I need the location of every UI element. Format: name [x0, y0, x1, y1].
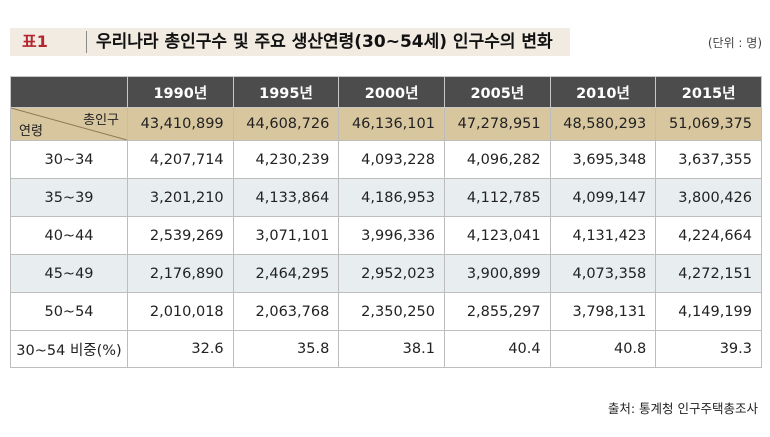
header-year: 1990년: [127, 76, 234, 108]
total-cell: 51,069,375: [655, 107, 762, 141]
ratio-cell: 40.4: [443, 330, 551, 368]
table-cell: 3,900,899: [443, 254, 551, 293]
ratio-cell: 39.3: [655, 330, 762, 368]
table-cell: 4,149,199: [655, 292, 762, 331]
table-cell: 3,071,101: [232, 216, 340, 255]
population-table: 1990년 1995년 2000년 2005년 2010년 2015년 총인구 …: [10, 76, 762, 368]
source-note: 출처: 통계청 인구주택총조사: [607, 401, 758, 416]
table-cell: 4,224,664: [655, 216, 762, 255]
table-cell: 4,207,714: [127, 140, 234, 179]
table-cell: 3,637,355: [655, 140, 762, 179]
header-row: 1990년 1995년 2000년 2005년 2010년 2015년: [10, 76, 762, 108]
title-background: [10, 28, 570, 56]
table-cell: 4,131,423: [549, 216, 657, 255]
age-group-label: 30~34: [10, 140, 128, 179]
table-cell: 2,855,297: [443, 292, 551, 331]
corner-label-age: 연령: [19, 124, 43, 139]
table-cell: 4,073,358: [549, 254, 657, 293]
table-number-label: 표1: [22, 32, 48, 51]
table-cell: 2,176,890: [127, 254, 234, 293]
header-corner: [10, 76, 128, 108]
table-row: 50~54 2,010,018 2,063,768 2,350,250 2,85…: [10, 292, 762, 331]
ratio-row: 30~54 비중(%) 32.6 35.8 38.1 40.4 40.8 39.…: [10, 330, 762, 368]
table-row: 30~34 4,207,714 4,230,239 4,093,228 4,09…: [10, 140, 762, 179]
header-year: 2015년: [655, 76, 762, 108]
ratio-cell: 40.8: [549, 330, 657, 368]
table-cell: 4,093,228: [338, 140, 445, 179]
table-cell: 2,464,295: [232, 254, 340, 293]
table-cell: 4,230,239: [232, 140, 340, 179]
diagonal-line: [11, 108, 127, 140]
total-population-row: 총인구 연령 43,410,899 44,608,726 46,136,101 …: [10, 107, 762, 141]
ratio-label: 30~54 비중(%): [10, 330, 128, 368]
age-group-label: 45~49: [10, 254, 128, 293]
age-group-label: 35~39: [10, 178, 128, 217]
table-cell: 4,112,785: [443, 178, 551, 217]
table-title: 우리나라 총인구수 및 주요 생산연령(30~54세) 인구수의 변화: [96, 32, 553, 52]
total-cell: 44,608,726: [232, 107, 340, 141]
table-cell: 3,800,426: [655, 178, 762, 217]
table-title-bar: 표1 우리나라 총인구수 및 주요 생산연령(30~54세) 인구수의 변화 (…: [10, 28, 762, 56]
total-cell: 48,580,293: [549, 107, 657, 141]
header-year: 2005년: [443, 76, 551, 108]
total-cell: 43,410,899: [127, 107, 234, 141]
ratio-cell: 32.6: [127, 330, 234, 368]
ratio-cell: 35.8: [232, 330, 340, 368]
table-cell: 3,798,131: [549, 292, 657, 331]
total-cell: 47,278,951: [443, 107, 551, 141]
table-cell: 4,099,147: [549, 178, 657, 217]
table-cell: 4,123,041: [443, 216, 551, 255]
total-cell: 46,136,101: [338, 107, 445, 141]
unit-note: (단위 : 명): [707, 36, 762, 50]
age-group-label: 40~44: [10, 216, 128, 255]
table-cell: 2,063,768: [232, 292, 340, 331]
ratio-cell: 38.1: [338, 330, 445, 368]
table-cell: 4,096,282: [443, 140, 551, 179]
table-cell: 4,186,953: [338, 178, 445, 217]
table-cell: 4,272,151: [655, 254, 762, 293]
header-year: 1995년: [232, 76, 340, 108]
table-cell: 2,539,269: [127, 216, 234, 255]
title-separator: [68, 31, 87, 53]
corner-label-total: 총인구: [83, 113, 119, 128]
table-cell: 3,996,336: [338, 216, 445, 255]
table-row: 45~49 2,176,890 2,464,295 2,952,023 3,90…: [10, 254, 762, 293]
table-cell: 4,133,864: [232, 178, 340, 217]
table-cell: 3,695,348: [549, 140, 657, 179]
table-row: 40~44 2,539,269 3,071,101 3,996,336 4,12…: [10, 216, 762, 255]
table-row: 35~39 3,201,210 4,133,864 4,186,953 4,11…: [10, 178, 762, 217]
age-group-label: 50~54: [10, 292, 128, 331]
table-cell: 2,350,250: [338, 292, 445, 331]
diagonal-header-cell: 총인구 연령: [10, 107, 128, 141]
header-year: 2010년: [549, 76, 657, 108]
header-year: 2000년: [338, 76, 445, 108]
table-cell: 3,201,210: [127, 178, 234, 217]
table-cell: 2,952,023: [338, 254, 445, 293]
table-cell: 2,010,018: [127, 292, 234, 331]
